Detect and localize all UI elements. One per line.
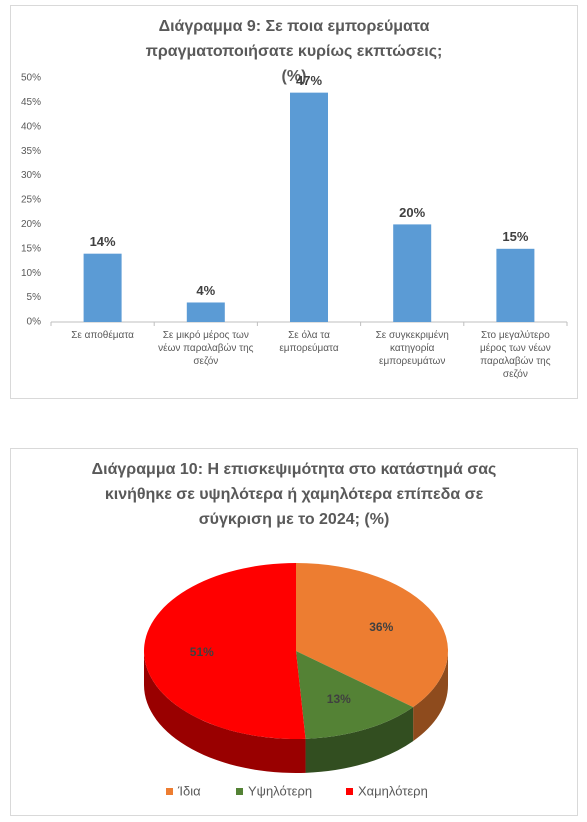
y-tick-label: 10%	[21, 268, 41, 279]
slice-side	[144, 651, 306, 773]
data-label: 15%	[502, 229, 528, 244]
y-tick-label: 35%	[21, 146, 41, 157]
pie-plot: 36% 13% 51% Ίδια Υψηλότερη Χαμηλότερη	[143, 563, 449, 798]
data-label: 36%	[369, 620, 393, 634]
chart-title: Διάγραμμα 9: Σε ποια εμπορεύματα πραγματ…	[145, 18, 443, 85]
y-tick-label: 20%	[21, 219, 41, 230]
y-tick-label: 25%	[21, 195, 41, 206]
x-tick-label: Σε αποθέματα	[71, 330, 134, 341]
pie-chart: Διάγραμμα 10: Η επισκεψιμότητα στο κατάσ…	[10, 448, 578, 816]
bar	[186, 302, 225, 322]
x-tick-label: Σε συγκεκριμένη κατηγορία εμπορευμάτων	[375, 330, 449, 367]
x-tick-label: Σε μικρό μέρος των νέων παραλαβών της σε…	[158, 330, 254, 367]
slice	[296, 563, 449, 708]
y-tick-label: 0%	[27, 317, 42, 328]
legend-swatch	[236, 788, 243, 795]
chart-title: Διάγραμμα 10: Η επισκεψιμότητα στο κατάσ…	[91, 461, 497, 528]
bar-plot: 0% 5% 10% 15% 20% 25% 30% 35% 40% 45% 50% 14% 4% 47% 2…	[21, 73, 568, 328]
y-tick-label: 40%	[21, 121, 41, 132]
slice	[296, 651, 414, 739]
legend-label: Ίδια	[177, 783, 201, 798]
data-label: 20%	[399, 205, 425, 220]
bar	[83, 253, 122, 322]
legend-label: Χαμηλότερη	[358, 783, 428, 798]
data-label: 4%	[196, 283, 215, 298]
x-tick-label: Σε όλα τα εμπορεύματα	[279, 330, 339, 354]
legend-swatch	[166, 788, 173, 795]
slice-side	[413, 651, 448, 742]
data-label: 51%	[190, 645, 214, 659]
data-label: 47%	[296, 73, 322, 88]
slice	[143, 563, 306, 739]
y-tick-label: 15%	[21, 243, 41, 254]
y-tick-label: 5%	[27, 292, 42, 303]
legend-label: Υψηλότερη	[248, 783, 312, 798]
bar-chart: Διάγραμμα 9: Σε ποια εμπορεύματα πραγματ…	[10, 5, 578, 399]
x-tick-label: Στο μεγαλύτερο μέρος των νέων παραλαβών …	[480, 330, 551, 380]
bar	[496, 248, 535, 322]
data-label: 14%	[90, 234, 116, 249]
slice-side	[305, 707, 414, 773]
legend-swatch	[346, 788, 353, 795]
bar	[290, 92, 328, 322]
bar	[393, 224, 432, 322]
y-tick-label: 50%	[21, 73, 41, 84]
data-label: 13%	[327, 692, 351, 706]
y-tick-label: 30%	[21, 170, 41, 181]
y-tick-label: 45%	[21, 97, 41, 108]
